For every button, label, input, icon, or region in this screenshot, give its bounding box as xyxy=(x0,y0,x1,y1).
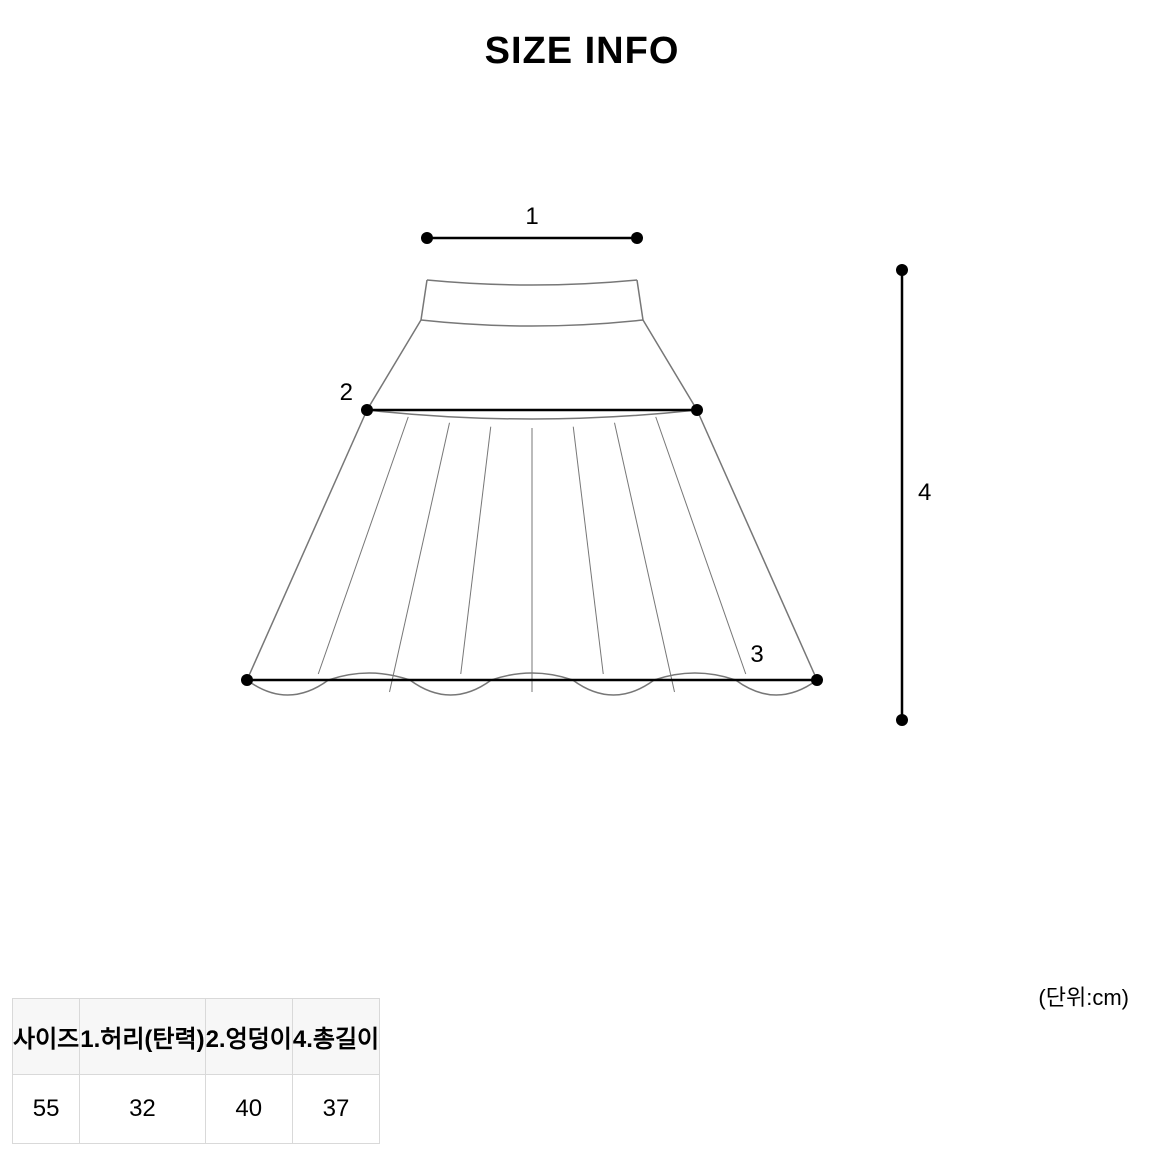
svg-text:3: 3 xyxy=(750,641,763,668)
table-header-cell: 4.총길이 xyxy=(292,999,379,1075)
skirt-diagram: 1 2 3 4 xyxy=(0,170,1164,790)
table-cell: 40 xyxy=(205,1075,292,1144)
svg-text:1: 1 xyxy=(525,203,538,230)
size-table: 사이즈1.허리(탄력)2.엉덩이4.총길이 55324037 xyxy=(12,998,380,1144)
page-title: SIZE INFO xyxy=(0,30,1164,73)
svg-text:2: 2 xyxy=(340,379,353,406)
table-cell: 37 xyxy=(292,1075,379,1144)
table-cell: 32 xyxy=(80,1075,205,1144)
table-cell: 55 xyxy=(13,1075,80,1144)
table-header-cell: 1.허리(탄력) xyxy=(80,999,205,1075)
table-header-cell: 2.엉덩이 xyxy=(205,999,292,1075)
unit-label: (단위:cm) xyxy=(1038,980,1129,1012)
table-header-cell: 사이즈 xyxy=(13,999,80,1075)
table-row: 55324037 xyxy=(13,1075,380,1144)
table-body: 55324037 xyxy=(13,1075,380,1144)
svg-text:4: 4 xyxy=(918,479,931,506)
table-header-row: 사이즈1.허리(탄력)2.엉덩이4.총길이 xyxy=(13,999,380,1075)
